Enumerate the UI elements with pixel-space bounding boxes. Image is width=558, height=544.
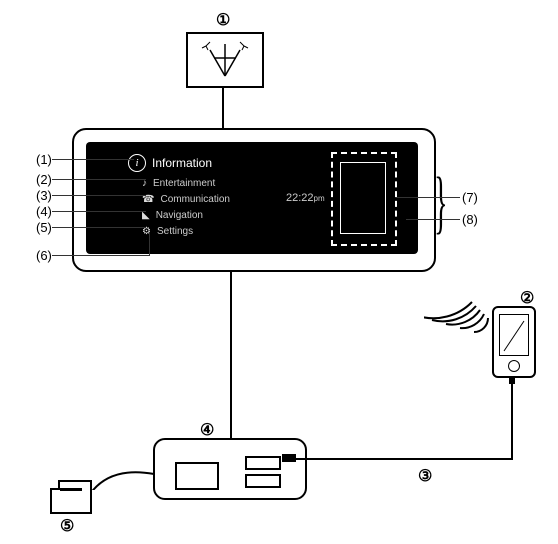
- paren-1: (1): [36, 152, 52, 167]
- paren-7: (7): [462, 190, 478, 205]
- menu-label: Settings: [157, 226, 193, 237]
- usb-plug: [282, 454, 296, 462]
- sd-slit: [60, 488, 82, 491]
- menu-label: Communication: [160, 194, 229, 205]
- hub-usb-2: [245, 474, 281, 488]
- display-screen: i Information ♪ Entertainment ☎ Communic…: [86, 142, 418, 254]
- menu-communication: ☎ Communication: [142, 194, 230, 205]
- paren-8: (8): [462, 212, 478, 227]
- hub-usb-1: [245, 456, 281, 470]
- phone-home-btn: [508, 360, 520, 372]
- label-2: ②: [520, 288, 534, 308]
- sd-cable: [90, 470, 156, 490]
- paren-4: (4): [36, 204, 52, 219]
- wireless-icon: [424, 268, 504, 338]
- antenna-box: [186, 32, 264, 88]
- hub-box: [153, 438, 307, 500]
- lead-6a: [52, 255, 150, 256]
- clock-time: 22:22: [286, 192, 314, 204]
- label-4: ④: [200, 420, 214, 440]
- brace: }: [434, 168, 447, 238]
- cable-v: [511, 376, 513, 460]
- lead-3: [52, 195, 146, 196]
- label-3: ③: [418, 466, 432, 486]
- menu-information: i Information: [128, 154, 212, 172]
- menu-label: Entertainment: [153, 178, 215, 189]
- menu-label: Information: [152, 156, 212, 170]
- label-1: ①: [216, 10, 230, 30]
- lead-7: [396, 197, 460, 198]
- menu-navigation: ◣ Navigation: [142, 210, 203, 221]
- sd-card: [50, 480, 92, 514]
- lead-6b: [149, 232, 150, 255]
- paren-3: (3): [36, 188, 52, 203]
- diagram-container: ① i Information ♪ Entertainment ☎ Commun…: [0, 0, 558, 544]
- sd-notch: [50, 480, 60, 490]
- line-screen-to-hub: [230, 270, 232, 438]
- clock-suffix: pm: [314, 194, 325, 203]
- line-antenna-to-screen: [222, 86, 224, 128]
- dashed-inner: [340, 162, 386, 234]
- lead-2: [52, 179, 146, 180]
- lead-5: [52, 227, 146, 228]
- menu-label: Navigation: [156, 210, 203, 221]
- paren-5: (5): [36, 220, 52, 235]
- lead-1: [52, 159, 134, 160]
- menu-entertainment: ♪ Entertainment: [142, 178, 215, 189]
- info-icon: i: [128, 154, 146, 172]
- lead-8: [406, 219, 460, 220]
- label-5: ⑤: [60, 516, 74, 536]
- hub-slot-sd: [175, 462, 219, 490]
- clock: 22:22pm: [286, 192, 325, 204]
- lead-4: [52, 211, 146, 212]
- antenna-icon: [200, 40, 250, 80]
- cable-h: [296, 458, 511, 460]
- paren-2: (2): [36, 172, 52, 187]
- paren-6: (6): [36, 248, 52, 263]
